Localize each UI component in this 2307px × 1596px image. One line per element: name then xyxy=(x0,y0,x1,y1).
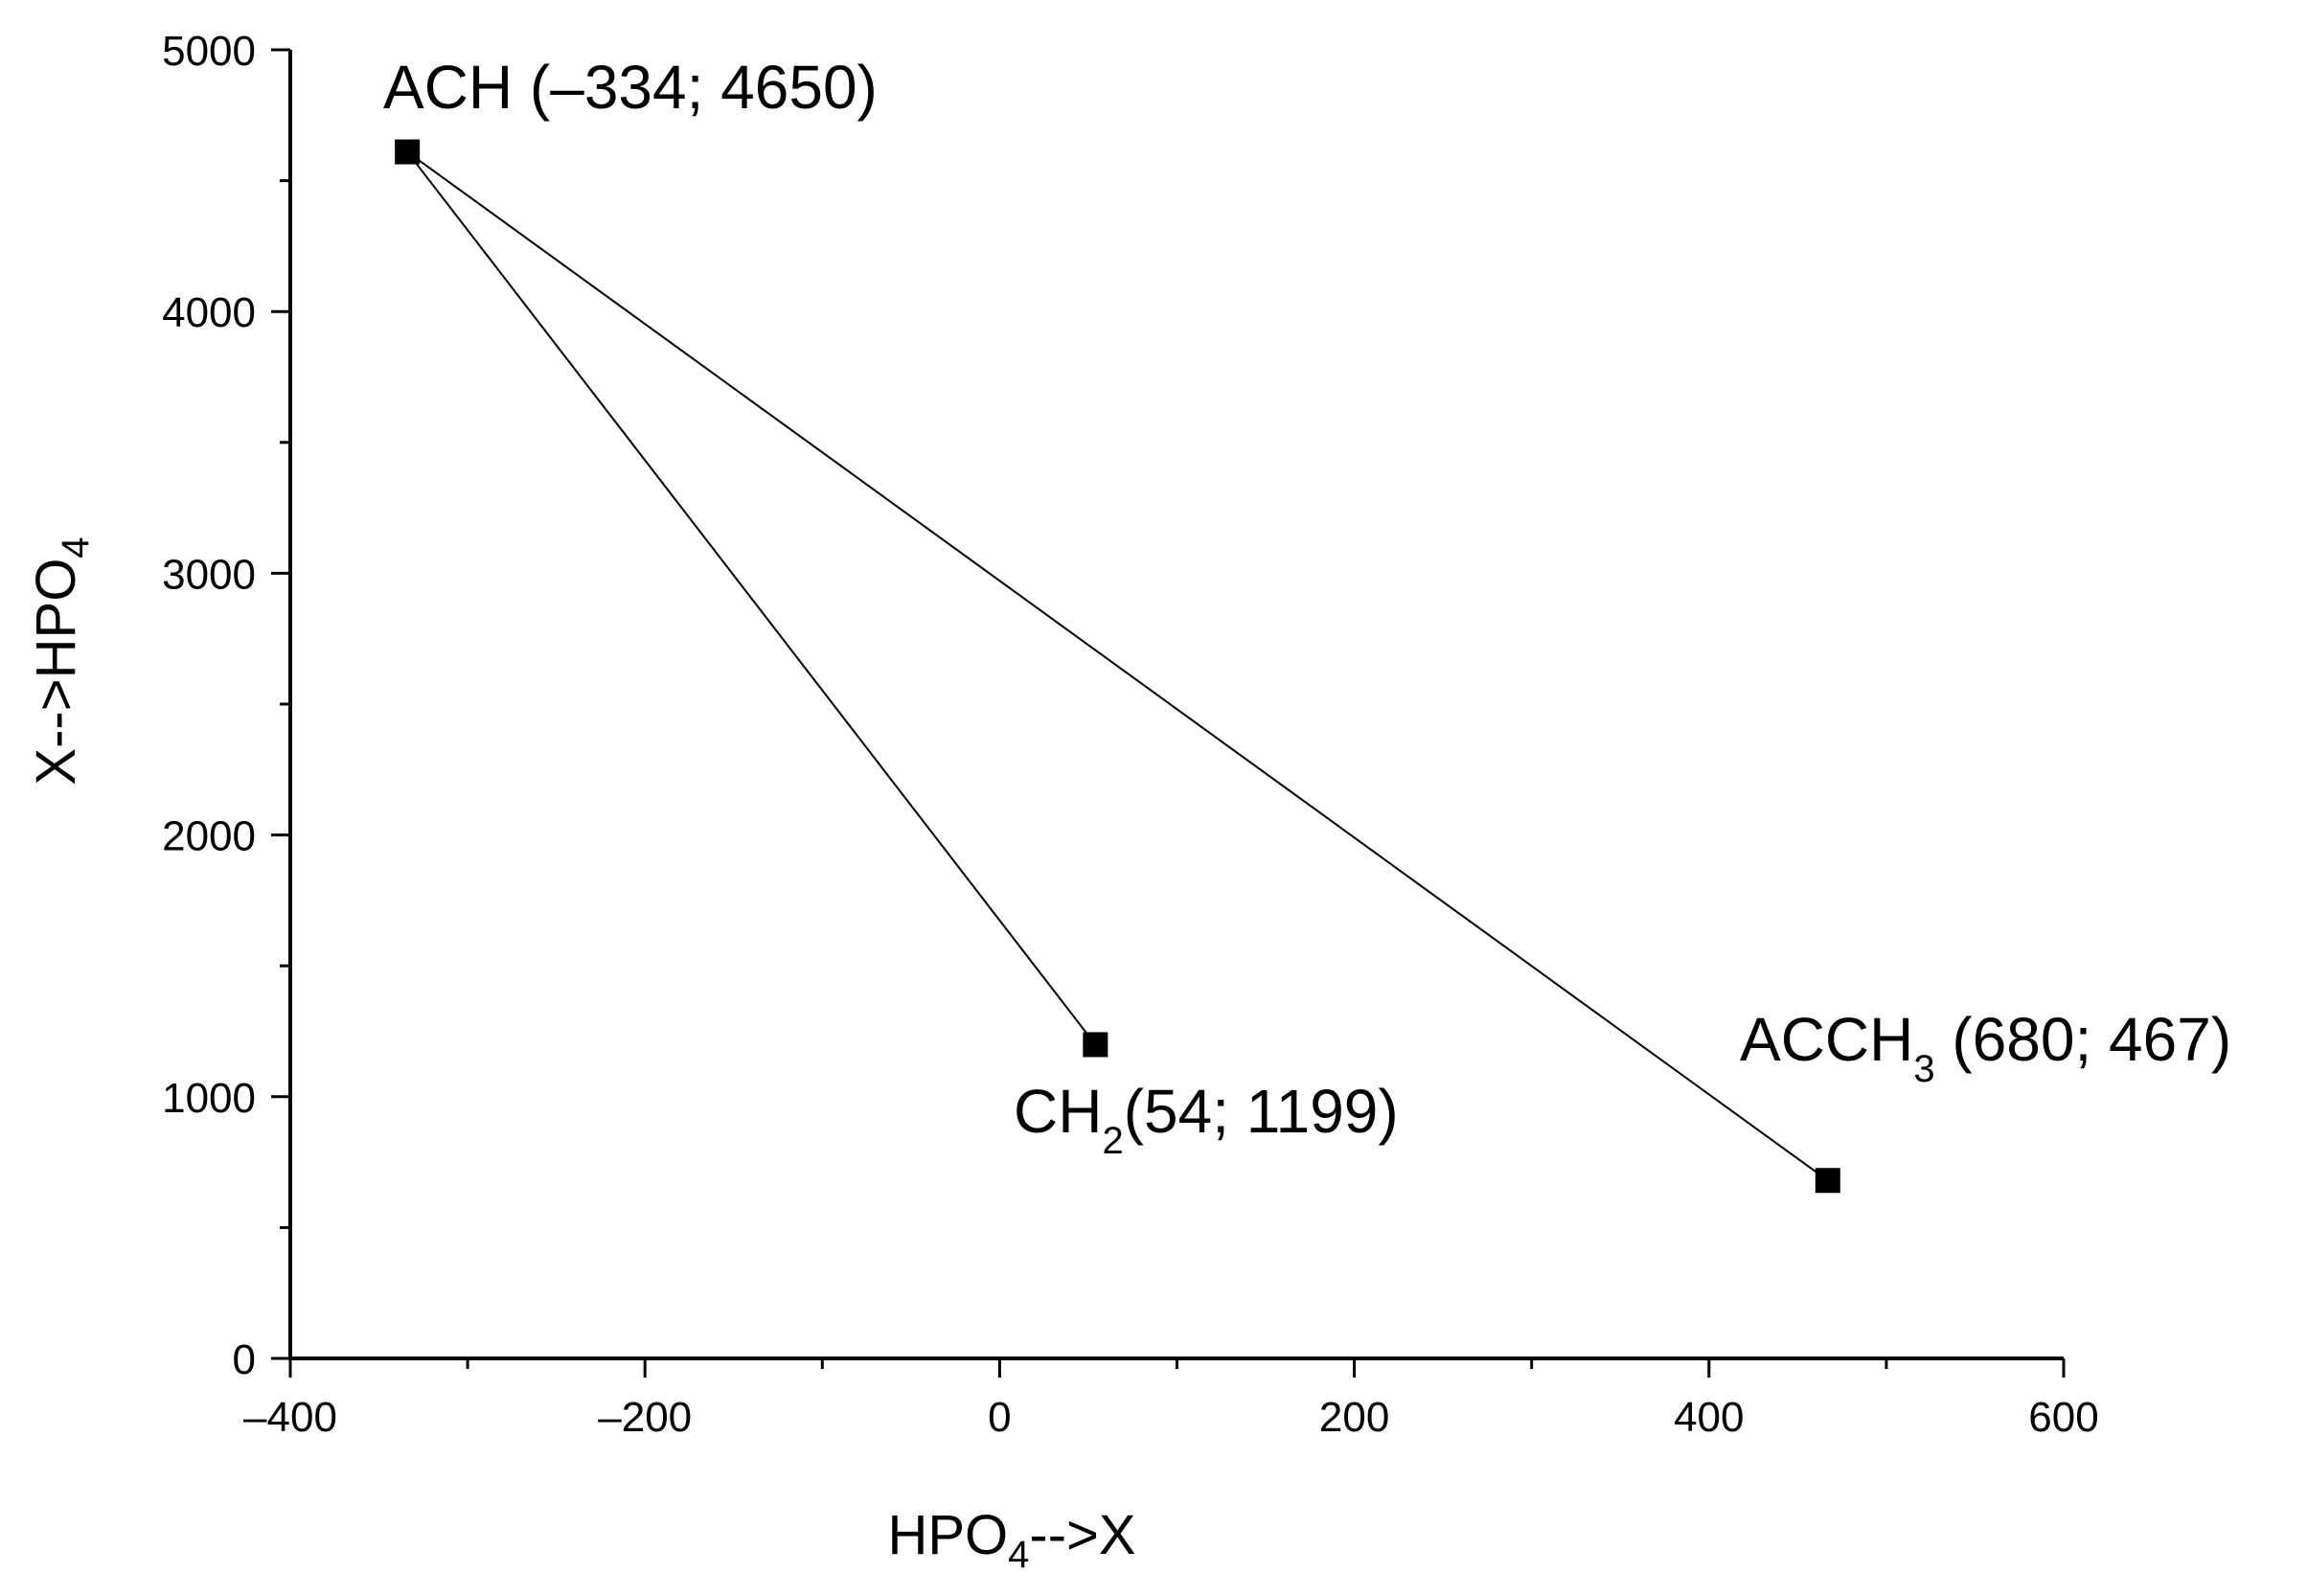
connector-ach-ch2 xyxy=(406,150,1097,1046)
x-axis-label: HPO4-->X xyxy=(887,1504,1135,1576)
x-tick-label: 400 xyxy=(1674,1394,1744,1441)
data-points xyxy=(395,139,1840,1194)
point-label-acch3: ACCH3 (680; 467) xyxy=(1740,1005,2231,1090)
data-point-acch3 xyxy=(1815,1168,1840,1194)
x-tick-label: –200 xyxy=(598,1394,692,1441)
y-axis-label: X-->HPO4 xyxy=(25,536,97,785)
y-tick-label: 5000 xyxy=(162,28,256,75)
data-point-ch2 xyxy=(1083,1032,1108,1058)
y-tick-label: 1000 xyxy=(162,1075,256,1122)
data-point-ach xyxy=(395,139,421,165)
point-label-ch2: CH2(54; 1199) xyxy=(1014,1077,1399,1162)
connector-ach-acch3 xyxy=(406,150,1829,1182)
x-tick-label: 0 xyxy=(988,1394,1011,1441)
y-tick-label: 4000 xyxy=(162,289,256,336)
y-axis-ticks: 0 1000 2000 3000 4000 5000 xyxy=(162,28,290,1383)
y-tick-label: 2000 xyxy=(162,813,256,860)
y-tick-label: 3000 xyxy=(162,551,256,598)
point-label-ach: ACH (–334; 4650) xyxy=(383,53,878,122)
connector-lines xyxy=(406,150,1829,1182)
x-axis-ticks: –400 –200 0 200 400 600 xyxy=(243,1358,2099,1441)
plot-area: –400 –200 0 200 400 600 0 1000 2000 3000 4000 5000 xyxy=(162,28,2099,1441)
y-tick-label: 0 xyxy=(233,1336,256,1383)
x-tick-label: 200 xyxy=(1319,1394,1389,1441)
x-tick-label: 600 xyxy=(2028,1394,2098,1441)
x-tick-label: –400 xyxy=(243,1394,337,1441)
